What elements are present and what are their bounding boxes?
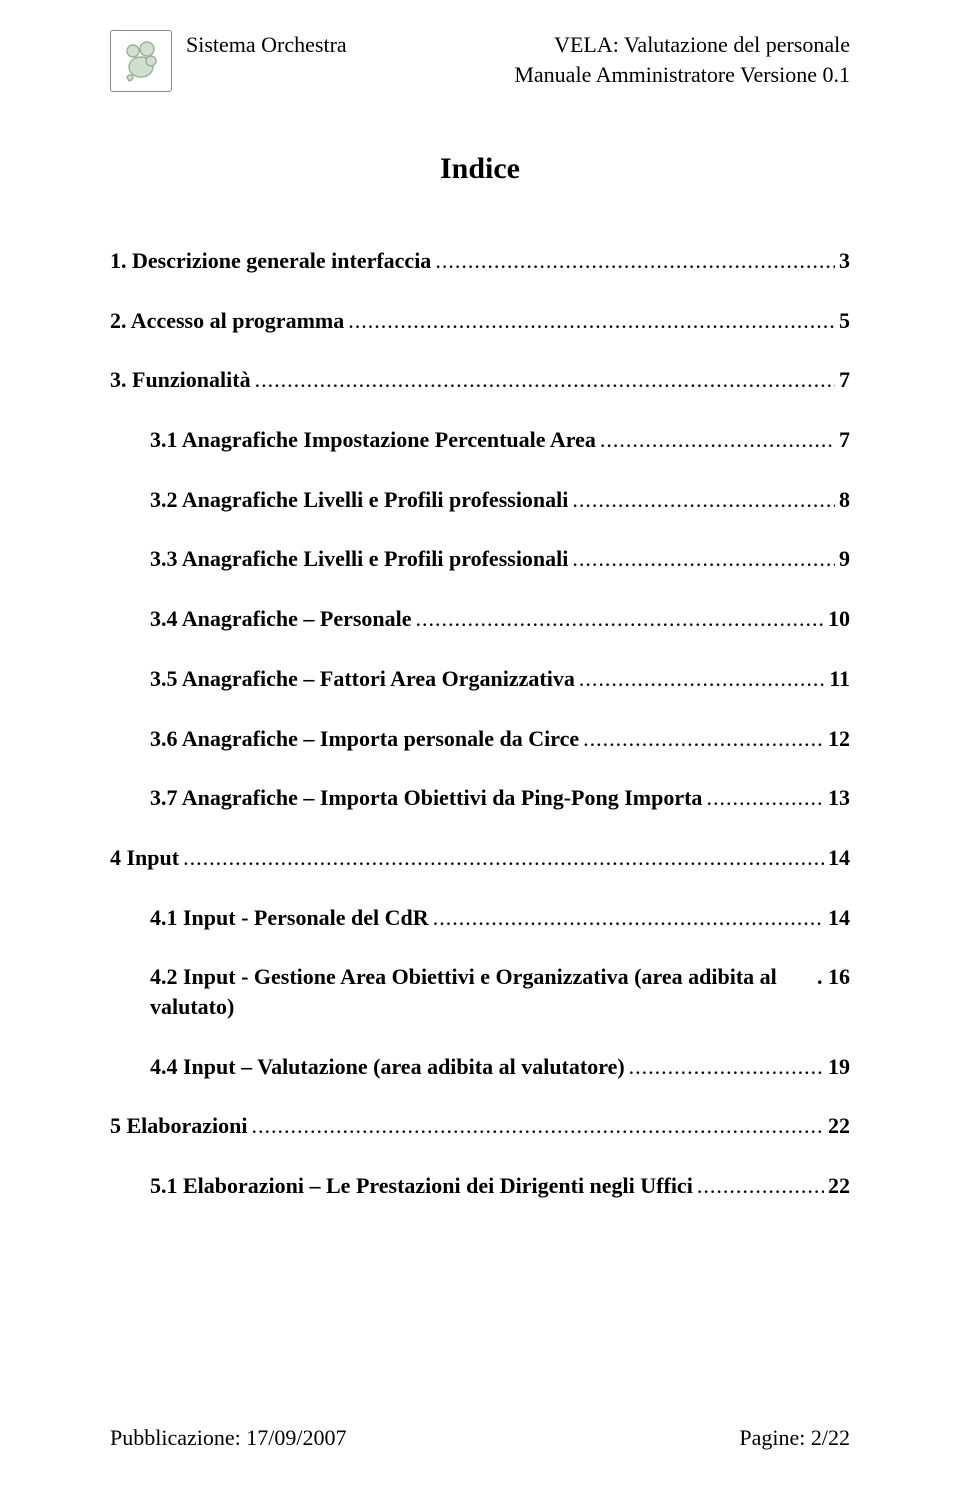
- toc-label: 3. Funzionalità: [110, 365, 251, 395]
- title-wrap: Indice: [110, 152, 850, 186]
- toc-leader: [629, 1052, 824, 1082]
- toc-label: 1. Descrizione generale interfaccia: [110, 246, 431, 276]
- toc-page: 9: [839, 544, 850, 574]
- toc-row: 4 Input 14: [110, 843, 850, 873]
- toc-leader: [572, 544, 835, 574]
- toc-row: 5.1 Elaborazioni – Le Prestazioni dei Di…: [110, 1171, 850, 1201]
- toc-row: 4.4 Input – Valutazione (area adibita al…: [110, 1052, 850, 1082]
- toc-label: 4.1 Input - Personale del CdR: [150, 903, 429, 933]
- logo: [110, 30, 172, 92]
- toc-leader: [183, 843, 824, 873]
- toc-page: 10: [828, 604, 850, 634]
- toc-leader: [706, 783, 824, 813]
- toc-page: 3: [839, 246, 850, 276]
- toc-label: 4.4 Input – Valutazione (area adibita al…: [150, 1052, 625, 1082]
- page-title: Indice: [440, 152, 520, 185]
- toc-leader: [433, 903, 824, 933]
- toc-page: 22: [828, 1171, 850, 1201]
- toc-page: 19: [828, 1052, 850, 1082]
- toc-page: . 16: [817, 962, 850, 992]
- toc-page: 11: [829, 664, 850, 694]
- toc-row: 4.2 Input - Gestione Area Obiettivi e Or…: [110, 962, 850, 1021]
- toc-leader: [572, 485, 835, 515]
- page-header: Sistema Orchestra VELA: Valutazione del …: [110, 30, 850, 92]
- toc-page: 7: [839, 365, 850, 395]
- toc-page: 14: [828, 903, 850, 933]
- toc-leader: [579, 664, 825, 694]
- toc-label: 3.7 Anagrafiche – Importa Obiettivi da P…: [150, 783, 702, 813]
- header-left: Sistema Orchestra: [186, 30, 500, 60]
- toc-label: 3.4 Anagrafiche – Personale: [150, 604, 412, 634]
- toc-leader: [416, 604, 824, 634]
- toc-leader: [583, 724, 824, 754]
- toc-row: 2. Accesso al programma 5: [110, 306, 850, 336]
- toc-leader: [255, 365, 835, 395]
- toc-row: 3.3 Anagrafiche Livelli e Profili profes…: [110, 544, 850, 574]
- toc-leader: [348, 306, 835, 336]
- footer-right: Pagine: 2/22: [739, 1425, 850, 1451]
- header-left-text: Sistema Orchestra: [186, 32, 347, 57]
- toc-label: 3.6 Anagrafiche – Importa personale da C…: [150, 724, 579, 754]
- toc-row: 3.4 Anagrafiche – Personale 10: [110, 604, 850, 634]
- table-of-contents: 1. Descrizione generale interfaccia 3 2. A…: [110, 246, 850, 1201]
- toc-page: 13: [828, 783, 850, 813]
- toc-page: 8: [839, 485, 850, 515]
- toc-page: 5: [839, 306, 850, 336]
- page: Sistema Orchestra VELA: Valutazione del …: [0, 0, 960, 1499]
- toc-label: 5 Elaborazioni: [110, 1111, 248, 1141]
- toc-label: 3.1 Anagrafiche Impostazione Percentuale…: [150, 425, 596, 455]
- header-right: VELA: Valutazione del personale Manuale …: [514, 30, 850, 89]
- toc-row: 3.5 Anagrafiche – Fattori Area Organizza…: [110, 664, 850, 694]
- toc-label: 3.2 Anagrafiche Livelli e Profili profes…: [150, 485, 568, 515]
- toc-row: 1. Descrizione generale interfaccia 3: [110, 246, 850, 276]
- toc-label: 3.5 Anagrafiche – Fattori Area Organizza…: [150, 664, 575, 694]
- toc-row: 3. Funzionalità 7: [110, 365, 850, 395]
- toc-label: 5.1 Elaborazioni – Le Prestazioni dei Di…: [150, 1171, 693, 1201]
- toc-label: 4 Input: [110, 843, 179, 873]
- toc-label: 4.2 Input - Gestione Area Obiettivi e Or…: [150, 962, 817, 1021]
- toc-page: 14: [828, 843, 850, 873]
- toc-row: 3.1 Anagrafiche Impostazione Percentuale…: [110, 425, 850, 455]
- header-right-line2: Manuale Amministratore Versione 0.1: [514, 60, 850, 90]
- toc-label: 2. Accesso al programma: [110, 306, 344, 336]
- page-footer: Pubblicazione: 17/09/2007 Pagine: 2/22: [110, 1425, 850, 1451]
- toc-leader: [435, 246, 835, 276]
- toc-label: 3.3 Anagrafiche Livelli e Profili profes…: [150, 544, 568, 574]
- toc-leader: [252, 1111, 824, 1141]
- toc-page: 22: [828, 1111, 850, 1141]
- toc-page: 12: [828, 724, 850, 754]
- toc-row: 3.2 Anagrafiche Livelli e Profili profes…: [110, 485, 850, 515]
- toc-page: 7: [839, 425, 850, 455]
- header-right-line1: VELA: Valutazione del personale: [514, 30, 850, 60]
- toc-row: 4.1 Input - Personale del CdR 14: [110, 903, 850, 933]
- logo-icon: [117, 37, 165, 85]
- toc-leader: [697, 1171, 824, 1201]
- toc-row: 3.7 Anagrafiche – Importa Obiettivi da P…: [110, 783, 850, 813]
- toc-row: 5 Elaborazioni 22: [110, 1111, 850, 1141]
- toc-row: 3.6 Anagrafiche – Importa personale da C…: [110, 724, 850, 754]
- footer-left: Pubblicazione: 17/09/2007: [110, 1425, 346, 1451]
- toc-leader: [600, 425, 835, 455]
